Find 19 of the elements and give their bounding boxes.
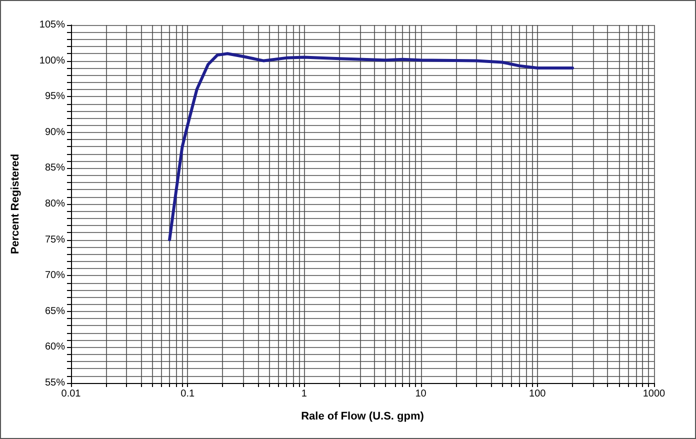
y-tick-label: 90%: [44, 126, 66, 138]
y-axis-title: Percent Registered: [10, 154, 22, 254]
y-tick-label: 55%: [44, 378, 66, 388]
y-tick-label: 80%: [44, 198, 66, 210]
y-tick-label: 95%: [44, 91, 66, 102]
x-tick-label: 0.1: [180, 388, 195, 400]
x-tick-label: 1000: [642, 388, 666, 400]
x-tick-label: 0.01: [61, 388, 82, 400]
y-tick-label: 65%: [44, 306, 66, 317]
x-tick-label: 10: [415, 388, 427, 400]
y-tick-label: 105%: [39, 20, 66, 30]
y-tick-label: 60%: [44, 342, 66, 353]
y-tick-label: 75%: [44, 234, 66, 246]
x-tick-label: 1: [301, 388, 308, 400]
y-tick-label: 100%: [39, 55, 66, 66]
x-tick-label: 100: [529, 388, 546, 400]
y-tick-label: 85%: [44, 162, 66, 174]
x-axis-title: Rale of Flow (U.S. gpm): [301, 410, 424, 422]
y-tick-label: 70%: [44, 270, 66, 282]
